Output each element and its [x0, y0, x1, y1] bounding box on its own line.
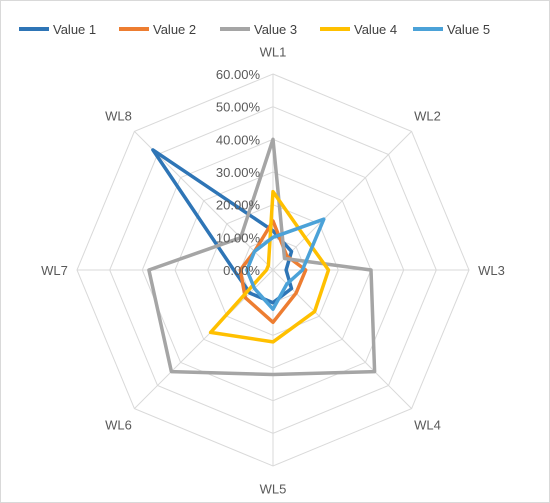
axis-labels: WL1 WL2 WL3 WL4 WL5 WL6 WL7 WL8 — [41, 45, 505, 497]
series-line-value-5 — [245, 217, 326, 311]
radar-series — [147, 137, 377, 377]
axis-label-wl5: WL5 — [260, 482, 287, 497]
axis-label-wl8: WL8 — [105, 109, 132, 124]
tick-label: 20.00% — [216, 198, 261, 213]
legend-label-value-2: Value 2 — [153, 22, 196, 37]
radial-tick-labels: 0.00% 10.00% 20.00% 30.00% 40.00% 50.00% 60.00… — [216, 67, 261, 278]
tick-label: 50.00% — [216, 100, 261, 115]
tick-label: 60.00% — [216, 67, 261, 82]
axis-label-wl3: WL3 — [478, 263, 505, 278]
axis-label-wl6: WL6 — [105, 418, 132, 433]
tick-label: 40.00% — [216, 132, 261, 147]
axis-label-wl2: WL2 — [414, 109, 441, 124]
axis-label-wl4: WL4 — [414, 418, 441, 433]
axis-label-wl7: WL7 — [41, 263, 68, 278]
spoke-wl2 — [272, 131, 412, 271]
axis-label-wl1: WL1 — [260, 45, 287, 60]
legend-label-value-5: Value 5 — [447, 22, 490, 37]
spoke-wl4 — [272, 269, 412, 409]
tick-label: 10.00% — [216, 230, 261, 245]
series-line-value-3 — [147, 137, 377, 377]
legend-label-value-4: Value 4 — [354, 22, 397, 37]
legend: Value 1 Value 2 Value 3 Value 4 Value 5 — [19, 22, 490, 37]
radar-spokes — [77, 74, 469, 466]
tick-label: 0.00% — [223, 263, 260, 278]
tick-label: 30.00% — [216, 165, 261, 180]
legend-label-value-1: Value 1 — [53, 22, 96, 37]
legend-label-value-3: Value 3 — [254, 22, 297, 37]
